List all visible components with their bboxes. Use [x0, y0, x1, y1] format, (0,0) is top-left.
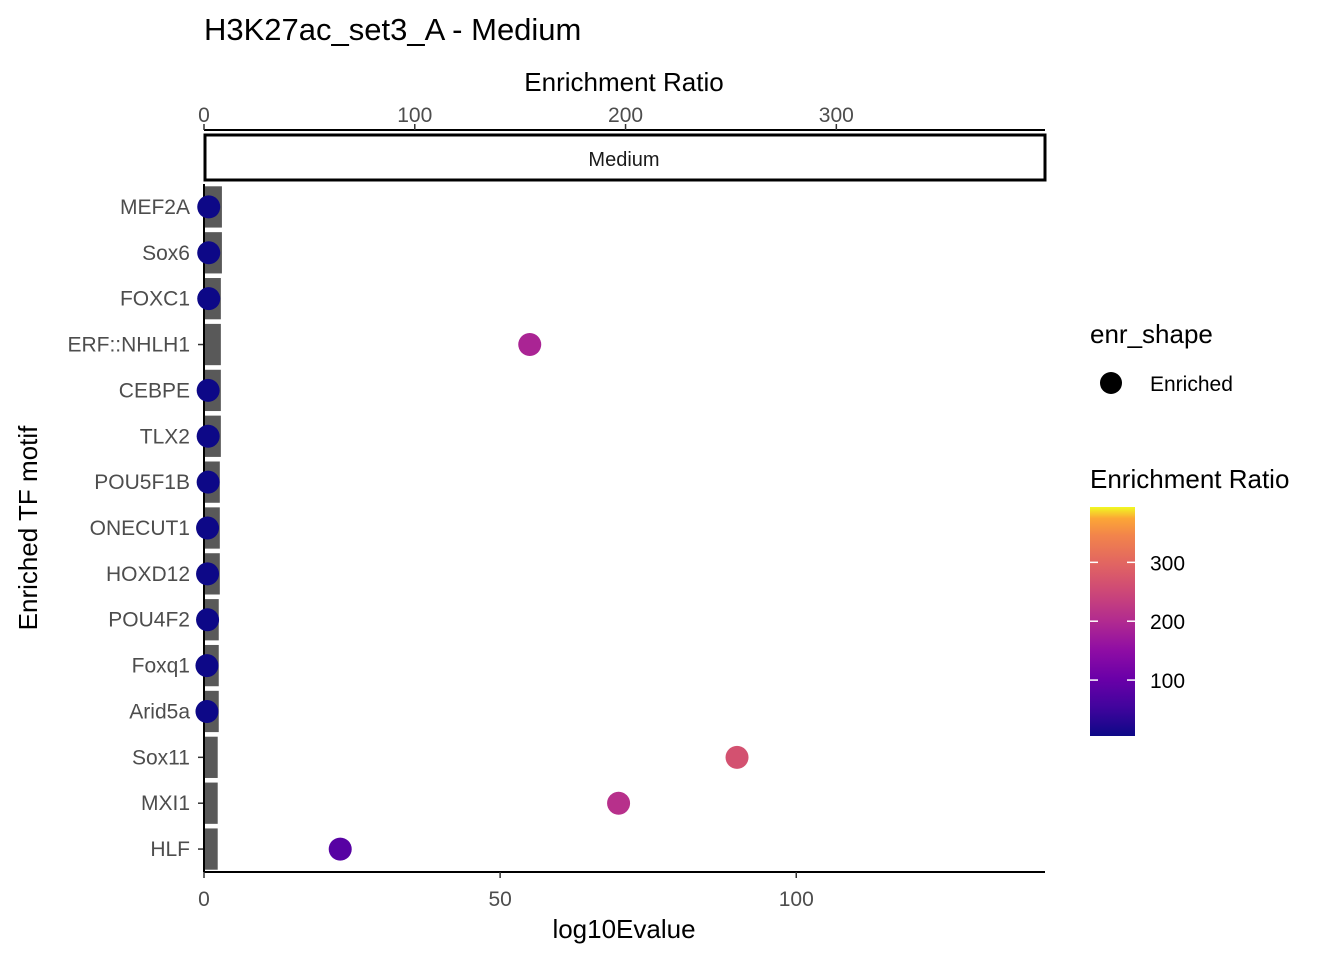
color-legend-ticks: 100 200 300: [1090, 552, 1185, 693]
y-axis-title: Enriched TF motif: [13, 425, 43, 630]
colorbar-tick-label: 300: [1150, 552, 1185, 575]
point-ONECUT1: [196, 516, 220, 540]
color-legend-title: Enrichment Ratio: [1090, 464, 1289, 494]
y-tick-label: ERF::NHLH1: [67, 334, 190, 357]
point-TLX2: [196, 424, 220, 448]
color-legend: Enrichment Ratio 100 200 300: [1090, 464, 1289, 736]
y-tick-label: MEF2A: [120, 196, 190, 219]
facet-strip-label: Medium: [588, 149, 659, 171]
y-tick-label: POU4F2: [108, 609, 190, 632]
y-axis: MEF2ASox6FOXC1ERF::NHLH1CEBPETLX2POU5F1B…: [67, 184, 205, 872]
bar-MXI1: [204, 782, 218, 824]
point-Arid5a: [195, 699, 219, 723]
bar-ERF::NHLH1: [204, 323, 221, 366]
y-tick-label: Sox11: [132, 746, 190, 769]
y-tick-label: POU5F1B: [94, 471, 190, 494]
x-tick-label: 50: [488, 888, 511, 911]
y-tick-label: ONECUT1: [90, 517, 190, 540]
points-layer: [195, 195, 749, 861]
y-tick-label: HOXD12: [106, 563, 190, 586]
shape-legend: enr_shape Enriched: [1090, 319, 1233, 396]
shape-legend-title: enr_shape: [1090, 319, 1213, 349]
y-tick-label: Foxq1: [132, 655, 190, 678]
point-POU4F2: [196, 608, 220, 632]
y-tick-label: Sox6: [142, 242, 190, 265]
shape-legend-label: Enriched: [1150, 373, 1233, 396]
y-tick-label: Arid5a: [129, 700, 190, 723]
point-Foxq1: [195, 654, 219, 678]
x-axis: 0 50 100: [198, 871, 1045, 911]
y-tick-label: CEBPE: [119, 379, 190, 402]
point-MXI1: [607, 791, 631, 815]
bar-Sox11: [204, 736, 218, 778]
top-tick-label: 300: [819, 104, 854, 127]
point-Sox6: [197, 241, 221, 265]
point-POU5F1B: [196, 470, 220, 494]
x-tick-label: 100: [779, 888, 814, 911]
chart-title: H3K27ac_set3_A - Medium: [204, 12, 581, 47]
y-tick-label: FOXC1: [120, 288, 190, 311]
top-tick-label: 0: [198, 104, 210, 127]
y-tick-label: MXI1: [141, 792, 190, 815]
point-HLF: [328, 837, 352, 861]
colorbar-tick-label: 100: [1150, 670, 1185, 693]
top-tick-label: 200: [608, 104, 643, 127]
top-axis-title: Enrichment Ratio: [524, 67, 723, 97]
top-tick-label: 100: [397, 104, 432, 127]
y-tick-label: TLX2: [140, 425, 190, 448]
point-Sox11: [725, 745, 749, 769]
point-CEBPE: [196, 378, 220, 402]
point-ERF::NHLH1: [518, 333, 542, 357]
facet-strip: Medium: [203, 133, 1047, 182]
top-axis: 0 100 200 300: [198, 104, 1045, 131]
bar-HLF: [204, 828, 218, 870]
x-tick-label: 0: [198, 888, 210, 911]
y-tick-label: HLF: [150, 838, 190, 861]
facet-strip-box: [203, 133, 1047, 182]
x-axis-title: log10Evalue: [552, 914, 695, 944]
point-MEF2A: [197, 195, 221, 219]
point-FOXC1: [197, 287, 221, 311]
shape-legend-key: [1100, 372, 1122, 394]
point-HOXD12: [196, 562, 220, 586]
colorbar-tick-label: 200: [1150, 611, 1185, 634]
